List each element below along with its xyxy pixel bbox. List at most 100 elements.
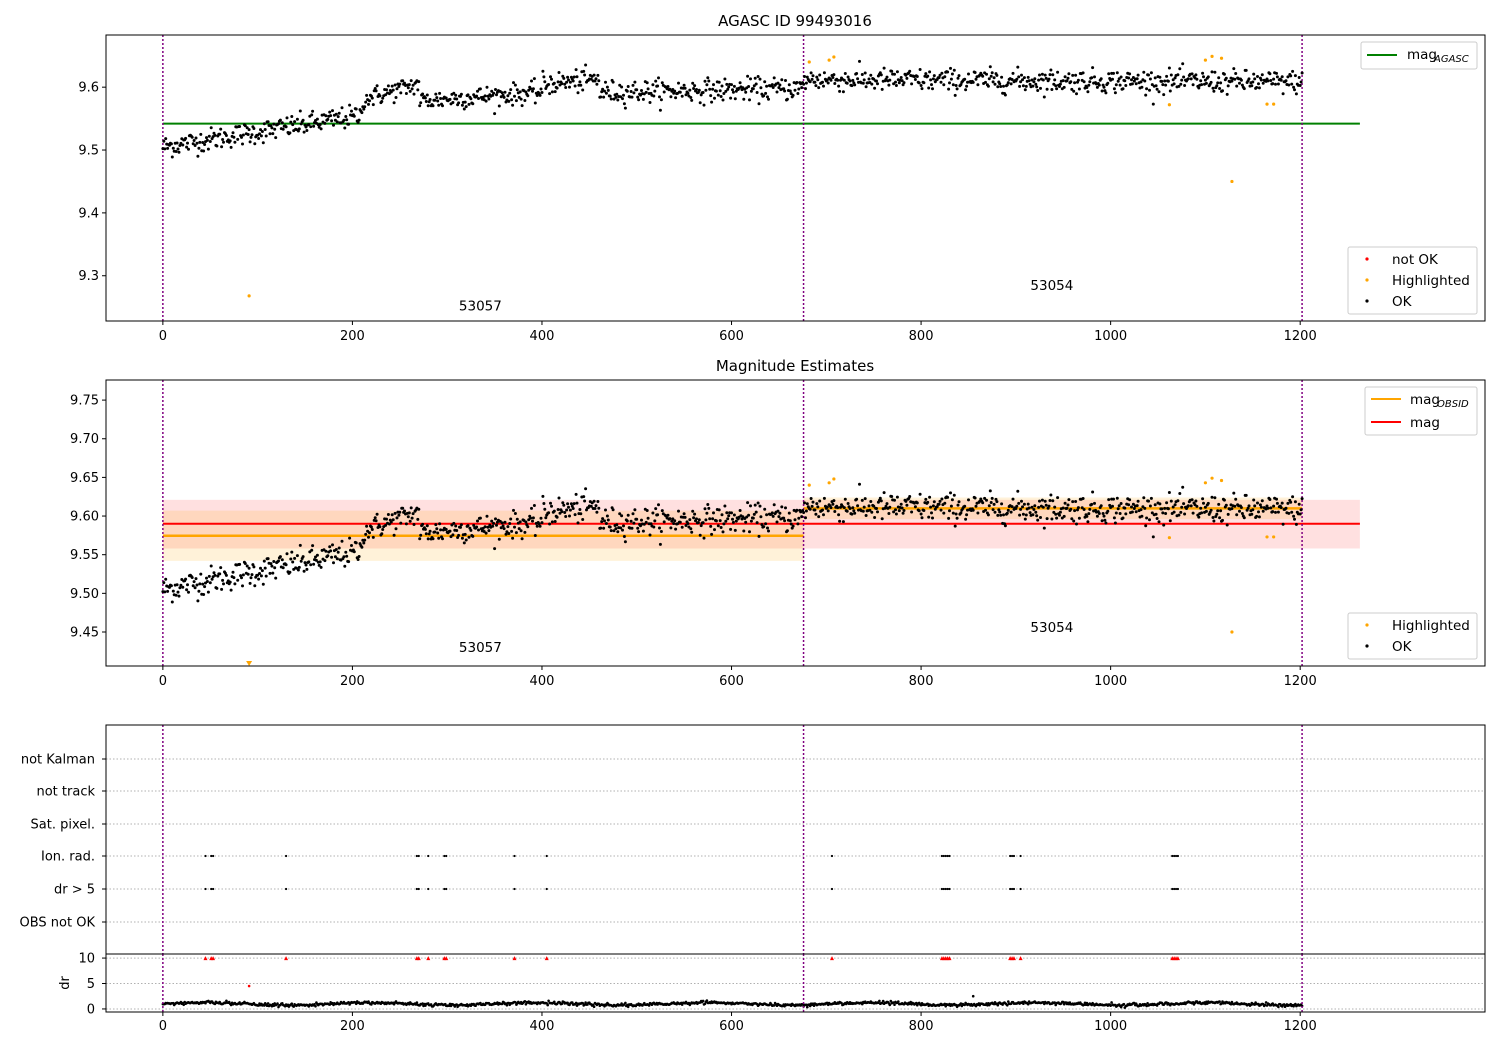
ok-point (335, 120, 339, 124)
ok-point (538, 93, 542, 97)
ok-point (576, 521, 580, 525)
dr-x-tick-label: 0 (159, 1019, 167, 1034)
ok-point (334, 112, 338, 116)
ok-point (386, 513, 390, 516)
ok-point (252, 127, 256, 130)
ok-point (1135, 77, 1139, 81)
ok-point (1018, 84, 1022, 88)
dr-high-marker (203, 956, 208, 961)
ok-point (1179, 82, 1183, 86)
ok-point (758, 504, 762, 508)
ok-point (299, 559, 303, 563)
flag-point (417, 887, 420, 891)
ok-point (1199, 79, 1203, 83)
ok-point (947, 87, 951, 91)
dr-point (583, 1003, 586, 1006)
ok-point (523, 99, 527, 102)
ok-point (615, 92, 619, 96)
dr-point (370, 1003, 373, 1006)
ok-point (1050, 88, 1054, 91)
ok-point (797, 516, 801, 520)
ok-point (1010, 505, 1014, 509)
ok-point (608, 94, 612, 98)
ok-point (1036, 89, 1040, 92)
ok-point (459, 525, 462, 529)
ok-point (1274, 510, 1277, 514)
ok-point (457, 533, 461, 537)
ok-point (284, 563, 288, 567)
ok-point (1190, 72, 1194, 76)
ok-point (240, 576, 243, 580)
ok-point (811, 74, 815, 78)
ok-point (826, 509, 830, 513)
ok-point (520, 104, 524, 108)
ok-point (680, 94, 684, 98)
panel1-title: AGASC ID 99493016 (718, 12, 872, 30)
ok-point (843, 72, 847, 75)
ok-point (917, 81, 921, 85)
ok-point (983, 496, 987, 500)
ok-point (1044, 76, 1048, 80)
ok-point (169, 584, 173, 588)
ok-point (368, 99, 371, 103)
ok-point (1257, 515, 1261, 519)
ok-point (499, 526, 503, 530)
ok-point (404, 92, 408, 95)
ok-point (1161, 83, 1165, 87)
ok-point (1291, 495, 1295, 499)
ok-point (864, 85, 868, 89)
ok-point (298, 109, 302, 113)
ok-point (813, 80, 817, 84)
ok-point (1271, 510, 1275, 514)
ok-point (326, 554, 330, 558)
flag-point (1176, 887, 1180, 891)
legend2-highlighted-marker (1365, 623, 1369, 627)
ok-point (791, 524, 795, 528)
ok-point (917, 509, 921, 513)
ok-point (398, 82, 402, 86)
ok-point (674, 96, 678, 100)
ok-point (869, 500, 873, 503)
ok-point (710, 100, 714, 104)
ok-point (1102, 514, 1106, 518)
ok-point (337, 546, 341, 550)
ok-point (732, 84, 736, 88)
dr-point (597, 1002, 601, 1006)
panel2-title: Magnitude Estimates (716, 357, 874, 375)
ok-point (1143, 79, 1147, 83)
ok-point (567, 505, 570, 509)
ok-point (575, 75, 579, 79)
ok-point (1206, 75, 1210, 79)
ok-point (777, 515, 781, 519)
ok-point (1038, 73, 1041, 77)
ok-point (973, 71, 977, 74)
ok-point (950, 72, 954, 76)
ok-point (749, 89, 753, 93)
ok-point (999, 85, 1003, 88)
flag-point (417, 854, 420, 858)
ok-point (1186, 504, 1190, 508)
ok-point (1005, 511, 1009, 515)
dr-point (624, 1001, 627, 1005)
ok-point (427, 532, 431, 536)
ok-point (998, 510, 1002, 514)
ok-point (841, 520, 845, 524)
ok-point (478, 87, 482, 91)
ok-point (264, 574, 268, 578)
ok-point (652, 94, 656, 98)
ok-point (864, 514, 868, 517)
ok-point (1115, 496, 1119, 500)
ok-point (1074, 73, 1078, 77)
ok-point (955, 516, 959, 520)
flag-point (1012, 887, 1016, 891)
ok-point (403, 509, 406, 513)
ok-point (371, 103, 375, 107)
ok-point (328, 110, 332, 114)
ok-point (784, 506, 787, 510)
ok-point (1225, 523, 1229, 527)
ok-point (464, 538, 468, 542)
flag-point (946, 887, 949, 891)
ok-point (268, 132, 272, 136)
ok-point (434, 523, 438, 527)
ok-point (731, 520, 735, 524)
